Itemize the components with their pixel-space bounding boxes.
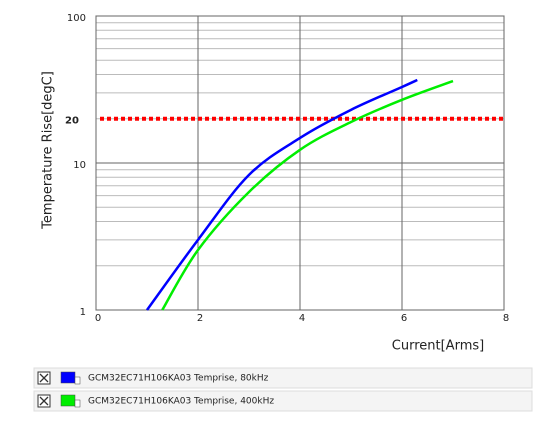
- y-tick-label: 10: [73, 160, 86, 171]
- x-axis-label: Current[Arms]: [392, 339, 484, 354]
- x-tick-label: 0: [95, 313, 101, 324]
- checkbox-cross: [39, 373, 49, 383]
- y-axis-label: Temperature Rise[degC]: [41, 71, 56, 230]
- x-tick-label: 8: [503, 313, 509, 324]
- data-line: [161, 79, 454, 311]
- x-tick-label: 4: [299, 313, 305, 324]
- x-tick-label: 2: [197, 313, 203, 324]
- data-line: [145, 78, 418, 311]
- legend-label: GCM32EC71H106KA03 Temprise, 400kHz: [88, 397, 274, 407]
- legend-row: [33, 390, 533, 412]
- checkbox-cross: [39, 396, 49, 406]
- legend-row: [33, 367, 533, 389]
- reference-label: 20: [65, 116, 79, 127]
- y-tick-label: 100: [67, 13, 86, 24]
- legend-swatch: [60, 371, 76, 384]
- swatch-dropdown: [74, 376, 81, 385]
- legend-label: GCM32EC71H106KA03 Temprise, 80kHz: [88, 374, 269, 384]
- y-tick-label: 1: [80, 307, 86, 318]
- swatch-dropdown: [74, 399, 81, 408]
- x-tick-label: 6: [401, 313, 407, 324]
- legend-swatch: [60, 394, 76, 407]
